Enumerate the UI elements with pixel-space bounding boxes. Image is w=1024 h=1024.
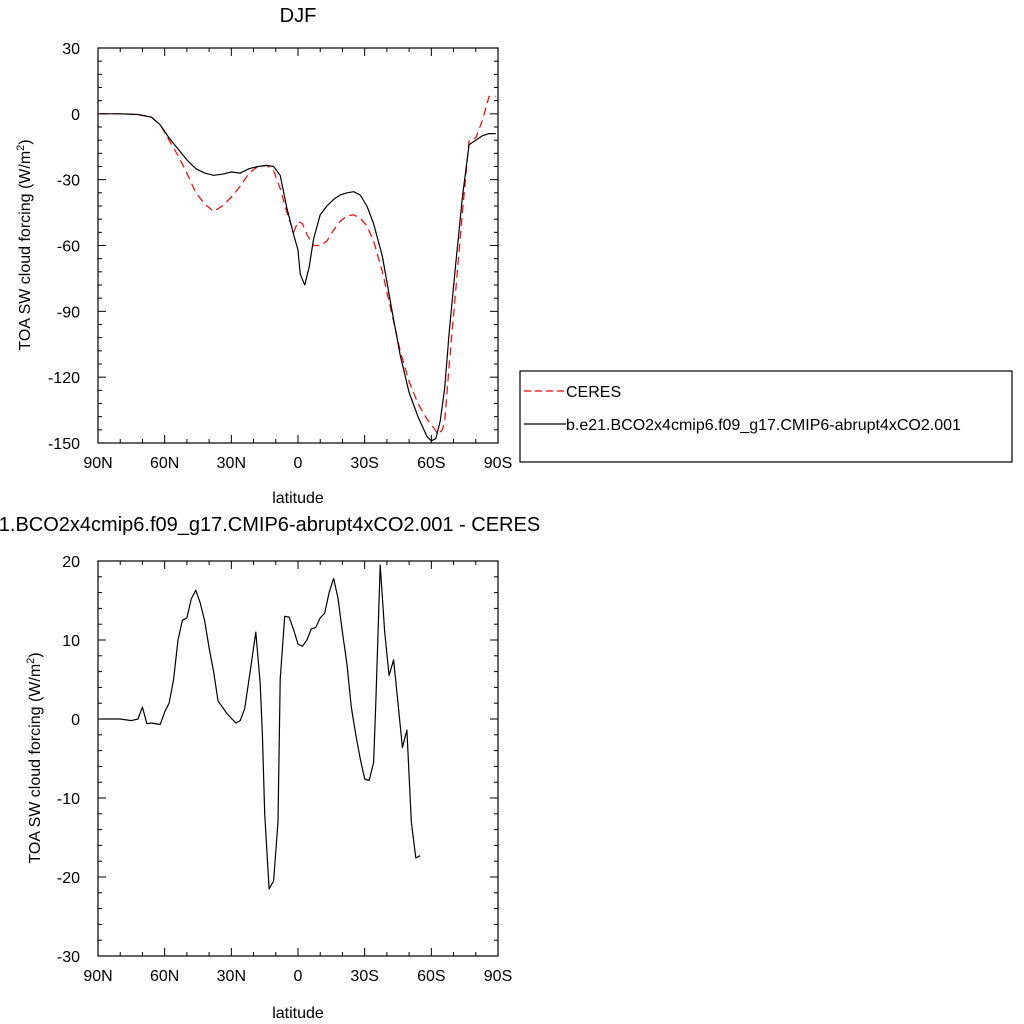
- y-axis-label-superscript: 2: [15, 145, 27, 151]
- panel-bottom-difference: b.e21.BCO2x4cmip6.f09_g17.CMIP6-abrupt4x…: [0, 514, 540, 1022]
- y-tick-label: -30: [57, 949, 80, 966]
- x-axis-label: latitude: [272, 490, 324, 507]
- y-axis-label-superscript: 2: [25, 658, 37, 664]
- series-layer: [100, 564, 421, 890]
- y-tick-label: -10: [57, 791, 80, 808]
- x-tick-label: 0: [294, 455, 303, 472]
- y-tick-label: 0: [71, 107, 80, 124]
- y-tick-label: -90: [57, 304, 80, 321]
- x-tick-label: 60N: [150, 968, 179, 985]
- y-axis-label-close: ): [17, 139, 34, 144]
- y-axis-label-main: TOA SW cloud forcing (W/m: [27, 664, 44, 864]
- legend-frame: [519, 370, 1013, 463]
- y-tick-label: 10: [62, 633, 80, 650]
- y-axis-label-main: TOA SW cloud forcing (W/m: [17, 151, 34, 351]
- legend-label-model: b.e21.BCO2x4cmip6.f09_g17.CMIP6-abrupt4x…: [566, 417, 961, 434]
- y-tick-label: -30: [57, 173, 80, 190]
- series-layer: [100, 95, 496, 442]
- x-tick-label: 90N: [83, 455, 112, 472]
- plot-frame: [97, 47, 499, 444]
- x-tick-label: 60N: [150, 455, 179, 472]
- x-tick-label: 60S: [417, 968, 445, 985]
- panel-title: b.e21.BCO2x4cmip6.f09_g17.CMIP6-abrupt4x…: [0, 514, 540, 536]
- y-axis-label: TOA SW cloud forcing (W/m2): [15, 139, 34, 350]
- tick-group: 90N 60N 30N 0 30S 60S 90S 30 0 -30 -60 -90 -120 -150: [48, 41, 512, 472]
- y-axis-label: TOA SW cloud forcing (W/m2): [25, 652, 44, 863]
- y-axis-label-close: ): [27, 652, 44, 657]
- y-tick-label: 30: [62, 41, 80, 58]
- x-tick-label: 0: [294, 968, 303, 985]
- x-tick-label: 30S: [350, 455, 378, 472]
- panel-title: DJF: [280, 5, 317, 27]
- x-tick-label: 30S: [350, 968, 378, 985]
- x-tick-label: 90S: [484, 455, 512, 472]
- series-line-difference: [100, 564, 421, 890]
- y-tick-label: -60: [57, 239, 80, 256]
- x-tick-label: 90S: [484, 968, 512, 985]
- x-tick-label: 90N: [83, 968, 112, 985]
- legend: CERES b.e21.BCO2x4cmip6.f09_g17.CMIP6-ab…: [519, 370, 1013, 463]
- x-tick-label: 30N: [217, 455, 246, 472]
- y-tick-label: -150: [48, 436, 80, 453]
- legend-label-ceres: CERES: [566, 384, 621, 401]
- y-tick-label: -20: [57, 870, 80, 887]
- y-tick-label: -120: [48, 370, 80, 387]
- series-line-ceres: [100, 95, 496, 435]
- panel-top-djf: DJF 90N 60N 30N 0 30S 60S 90S 30 0 -30 -60 -90 -120 -…: [15, 5, 512, 507]
- x-tick-label: 30N: [217, 968, 246, 985]
- x-axis-label: latitude: [272, 1005, 324, 1022]
- x-tick-label: 60S: [417, 455, 445, 472]
- series-line-model: [100, 113, 496, 442]
- y-tick-label: 20: [62, 554, 80, 571]
- y-tick-label: 0: [71, 712, 80, 729]
- plot-frame: [97, 560, 499, 957]
- tick-group: 90N 60N 30N 0 30S 60S 90S 20 10 0 -10 -20 -30: [57, 554, 512, 985]
